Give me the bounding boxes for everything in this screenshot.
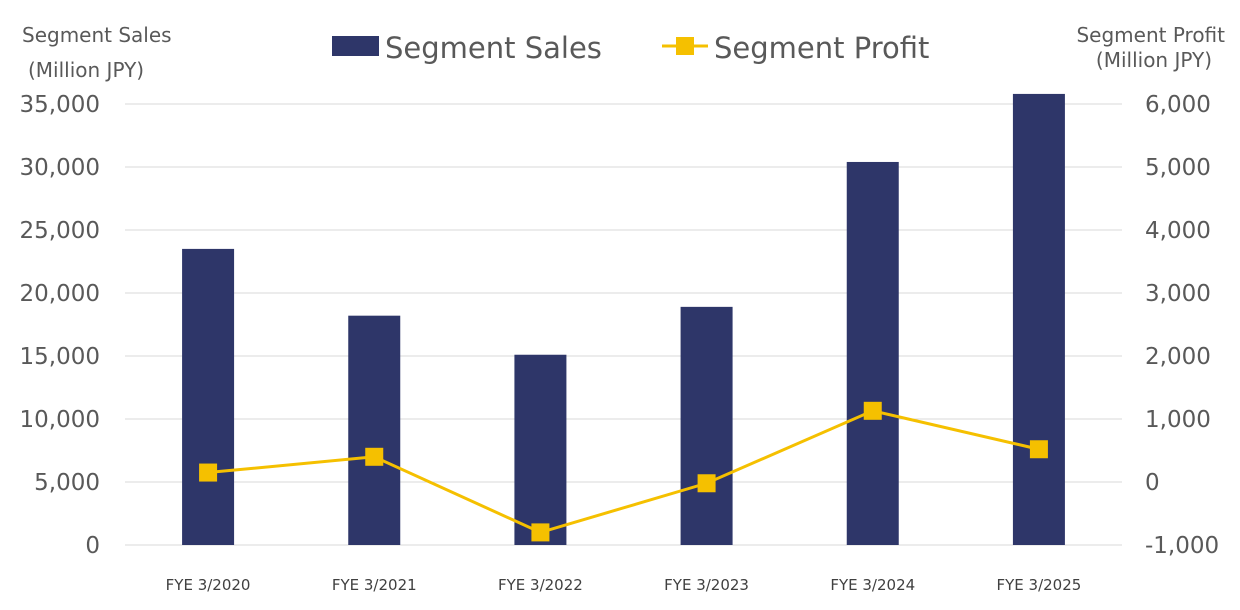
x-tick-label: FYE 3/2023 — [664, 576, 749, 594]
profit-marker — [199, 463, 218, 482]
right-tick-label: 3,000 — [1145, 281, 1211, 307]
left-axis-title: Segment Sales — [22, 23, 172, 47]
left-axis-subtitle: (Million JPY) — [28, 58, 144, 82]
x-tick-label: FYE 3/2020 — [166, 576, 251, 594]
right-tick-label: -1,000 — [1145, 533, 1219, 559]
sales-bar — [1012, 93, 1065, 546]
right-axis-subtitle: (Million JPY) — [1096, 48, 1212, 72]
right-tick-label: 2,000 — [1145, 344, 1211, 370]
right-tick-label: 6,000 — [1145, 92, 1211, 118]
legend-profit-label: Segment Profit — [714, 31, 929, 65]
sales-bar — [182, 248, 235, 545]
left-tick-label: 15,000 — [20, 344, 100, 370]
left-tick-label: 0 — [85, 533, 100, 559]
right-axis-title: Segment Profit — [1076, 23, 1225, 47]
left-tick-label: 35,000 — [20, 92, 100, 118]
right-tick-label: 4,000 — [1145, 218, 1211, 244]
profit-marker — [863, 401, 882, 420]
left-tick-label: 20,000 — [20, 281, 100, 307]
x-tick-label: FYE 3/2024 — [830, 576, 915, 594]
left-tick-label: 30,000 — [20, 155, 100, 181]
x-tick-label: FYE 3/2021 — [332, 576, 417, 594]
profit-marker — [697, 474, 716, 493]
right-tick-label: 0 — [1145, 470, 1160, 496]
right-tick-label: 5,000 — [1145, 155, 1211, 181]
profit-line — [207, 409, 1040, 534]
sales-bar — [846, 161, 899, 545]
left-tick-label: 10,000 — [20, 407, 100, 433]
sales-bar — [680, 306, 733, 545]
left-tick-label: 5,000 — [34, 470, 100, 496]
left-tick-label: 25,000 — [20, 218, 100, 244]
right-tick-label: 1,000 — [1145, 407, 1211, 433]
x-tick-label: FYE 3/2022 — [498, 576, 583, 594]
legend-sales-swatch — [332, 36, 379, 56]
legend-profit-marker — [676, 37, 694, 55]
profit-marker — [531, 523, 550, 542]
sales-bar — [514, 354, 567, 545]
sales-bar — [348, 315, 401, 545]
profit-marker — [1029, 440, 1048, 459]
profit-marker — [365, 447, 384, 466]
x-tick-label: FYE 3/2025 — [997, 576, 1082, 594]
legend-sales-label: Segment Sales — [385, 31, 602, 65]
